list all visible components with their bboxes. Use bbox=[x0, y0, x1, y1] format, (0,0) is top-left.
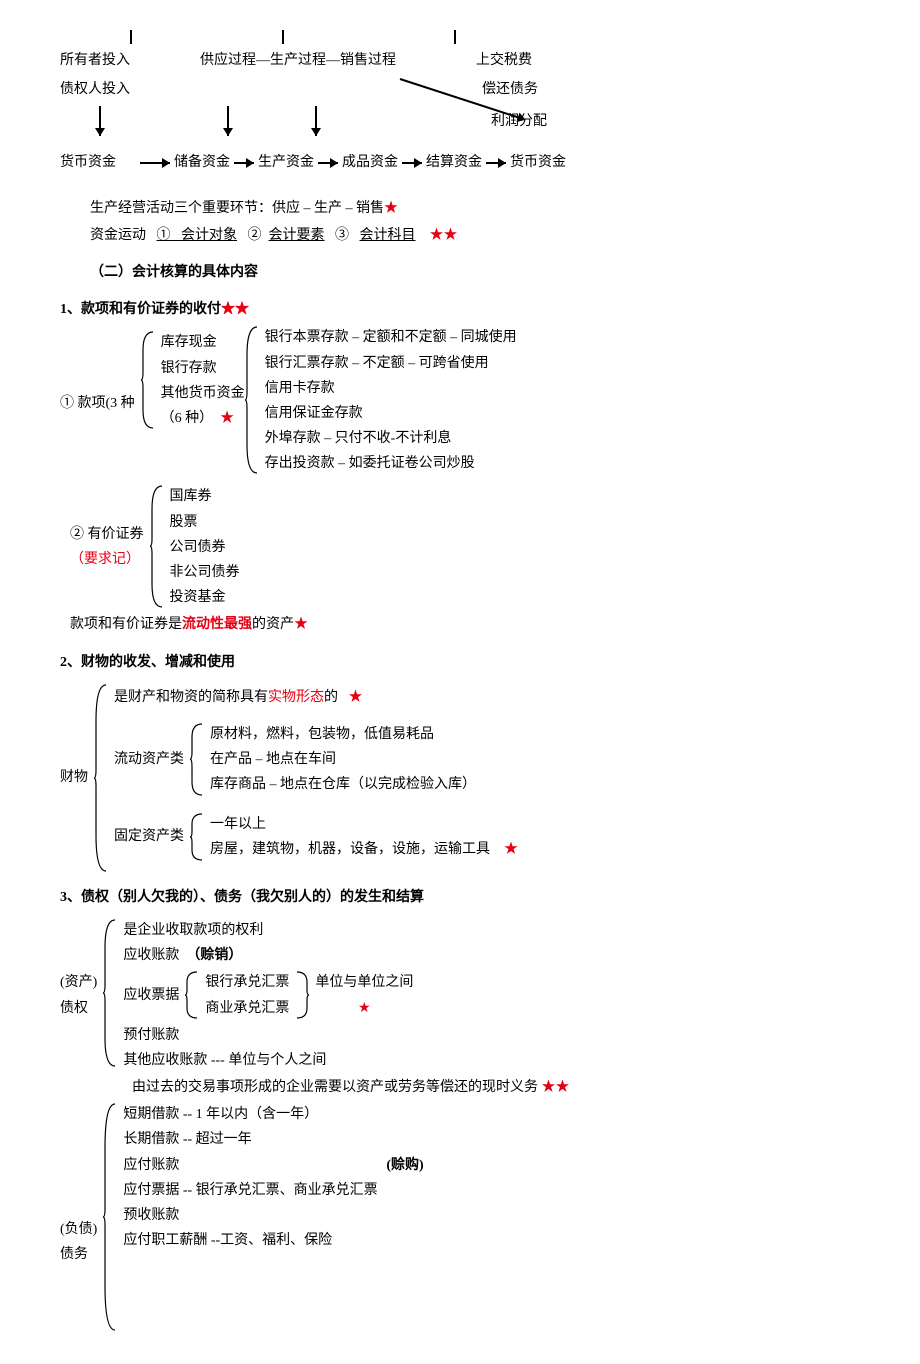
s2-gd-1: 房屋，建筑物，机器，设备，设施，运输工具 ★ bbox=[210, 837, 518, 862]
s2-ld-2: 库存商品 – 地点在仓库（以完成检验入库） bbox=[210, 772, 476, 797]
s1-yz-3: 非公司债券 bbox=[170, 560, 240, 585]
s1-kx-3: （6 种） ★ bbox=[161, 406, 245, 431]
s1-yz-1: 股票 bbox=[170, 510, 240, 535]
s1-yz-label: ② 有价证券 （要求记） bbox=[70, 484, 150, 610]
flow-top-right1: 上交税费 bbox=[476, 48, 532, 73]
s2-gd-label: 固定资产类 bbox=[114, 812, 190, 862]
s3-title: 3、债权（别人欠我的）、债务（我欠别人的）的发生和结算 bbox=[60, 885, 860, 910]
s3-zq-foot: 由过去的交易事项形成的企业需要以资产或劳务等偿还的现时义务 ★★ bbox=[132, 1075, 860, 1100]
s3-zw-5: 应付职工薪酬 --工资、福利、保险 bbox=[123, 1228, 423, 1253]
s2-top-line: 是财产和物资的简称具有实物形态的 ★ bbox=[114, 685, 518, 710]
s3-zq-label: (资产) 债权 bbox=[60, 918, 103, 1073]
s1-six-2: 信用卡存款 bbox=[265, 376, 517, 401]
s3-zw-3: 应付票据 -- 银行承兑汇票、商业承兑汇票 bbox=[123, 1178, 423, 1203]
s3-zw-2: 应付账款 (赊购) bbox=[123, 1153, 423, 1178]
s1-six-1: 银行汇票存款 – 不定额 – 可跨省使用 bbox=[265, 351, 517, 376]
chain-3: 成品资金 bbox=[342, 150, 398, 175]
flow-chain: 货币资金 储备资金 生产资金 成品资金 结算资金 货币资金 bbox=[60, 150, 860, 175]
s3-zq-2: 应收票据 bbox=[123, 970, 185, 1020]
s2-ld-1: 在产品 – 地点在车间 bbox=[210, 747, 476, 772]
s3-zq-4: 其他应收账款 --- 单位与个人之间 bbox=[123, 1048, 413, 1073]
s2-gd-0: 一年以上 bbox=[210, 812, 518, 837]
flow-top-mid: 供应过程—生产过程—销售过程 bbox=[200, 48, 396, 73]
s1-foot: 款项和有价证券是流动性最强的资产★ bbox=[70, 612, 860, 637]
s3-zw-4: 预收账款 bbox=[123, 1203, 423, 1228]
s3-zq-3: 预付账款 bbox=[123, 1023, 413, 1048]
s3-pj-0: 银行承兑汇票 bbox=[205, 970, 289, 995]
flow-top-right2: 偿还债务 bbox=[482, 77, 538, 102]
flow-top-left1: 所有者投入 bbox=[60, 48, 170, 73]
flow-top-right3: 利润分配 bbox=[491, 109, 547, 134]
chain-5: 货币资金 bbox=[510, 150, 566, 175]
s3-zw-label: (负债) 债务 bbox=[60, 1102, 103, 1332]
s1-kx-2: 其他货币资金 bbox=[161, 381, 245, 406]
s3-pj-note1: 单位与单位之间 bbox=[315, 970, 413, 995]
s2-cw-label: 财物 bbox=[60, 683, 94, 873]
section2-title: （二）会计核算的具体内容 bbox=[60, 260, 860, 285]
s1-six-0: 银行本票存款 – 定额和不定额 – 同城使用 bbox=[265, 325, 517, 350]
s1-yz-2: 公司债券 bbox=[170, 535, 240, 560]
s1-kx-1: 银行存款 bbox=[161, 356, 245, 381]
flow-diagram: 所有者投入 供应过程—生产过程—销售过程 上交税费 债权人投入 偿还债务 利润分… bbox=[60, 30, 860, 176]
chain-4: 结算资金 bbox=[426, 150, 482, 175]
s3-zq-0: 是企业收取款项的权利 bbox=[123, 918, 413, 943]
s1-six-4: 外埠存款 – 只付不收-不计利息 bbox=[265, 426, 517, 451]
s1-six-3: 信用保证金存款 bbox=[265, 401, 517, 426]
s1-yz-4: 投资基金 bbox=[170, 585, 240, 610]
flow-line2: 资金运动 ① 会计对象 ② 会计要素 ③ 会计科目 ★★ bbox=[60, 223, 860, 248]
chain-1: 储备资金 bbox=[174, 150, 230, 175]
s2-title: 2、财物的收发、增减和使用 bbox=[60, 650, 860, 675]
s1-title: 1、款项和有价证券的收付★★ bbox=[60, 297, 860, 322]
s1-kx-0: 库存现金 bbox=[161, 330, 245, 355]
s1-kx-label: ① 款项(3 种 bbox=[60, 330, 141, 476]
chain-0: 货币资金 bbox=[60, 150, 116, 175]
s3-zq-1: 应收账款 （赊销） bbox=[123, 943, 413, 968]
s2-ld-0: 原材料，燃料，包装物，低值易耗品 bbox=[210, 722, 476, 747]
s2-ld-label: 流动资产类 bbox=[114, 722, 190, 798]
s1-six-5: 存出投资款 – 如委托证卷公司炒股 bbox=[265, 451, 517, 476]
chain-2: 生产资金 bbox=[258, 150, 314, 175]
flow-top-left2: 债权人投入 bbox=[60, 77, 170, 102]
s3-zw-0: 短期借款 -- 1 年以内（含一年） bbox=[123, 1102, 423, 1127]
flow-line1: 生产经营活动三个重要环节：供应 – 生产 – 销售★ bbox=[60, 196, 860, 221]
s3-zw-1: 长期借款 -- 超过一年 bbox=[123, 1127, 423, 1152]
s3-pj-1: 商业承兑汇票 bbox=[205, 996, 289, 1021]
s1-yz-0: 国库券 bbox=[170, 484, 240, 509]
